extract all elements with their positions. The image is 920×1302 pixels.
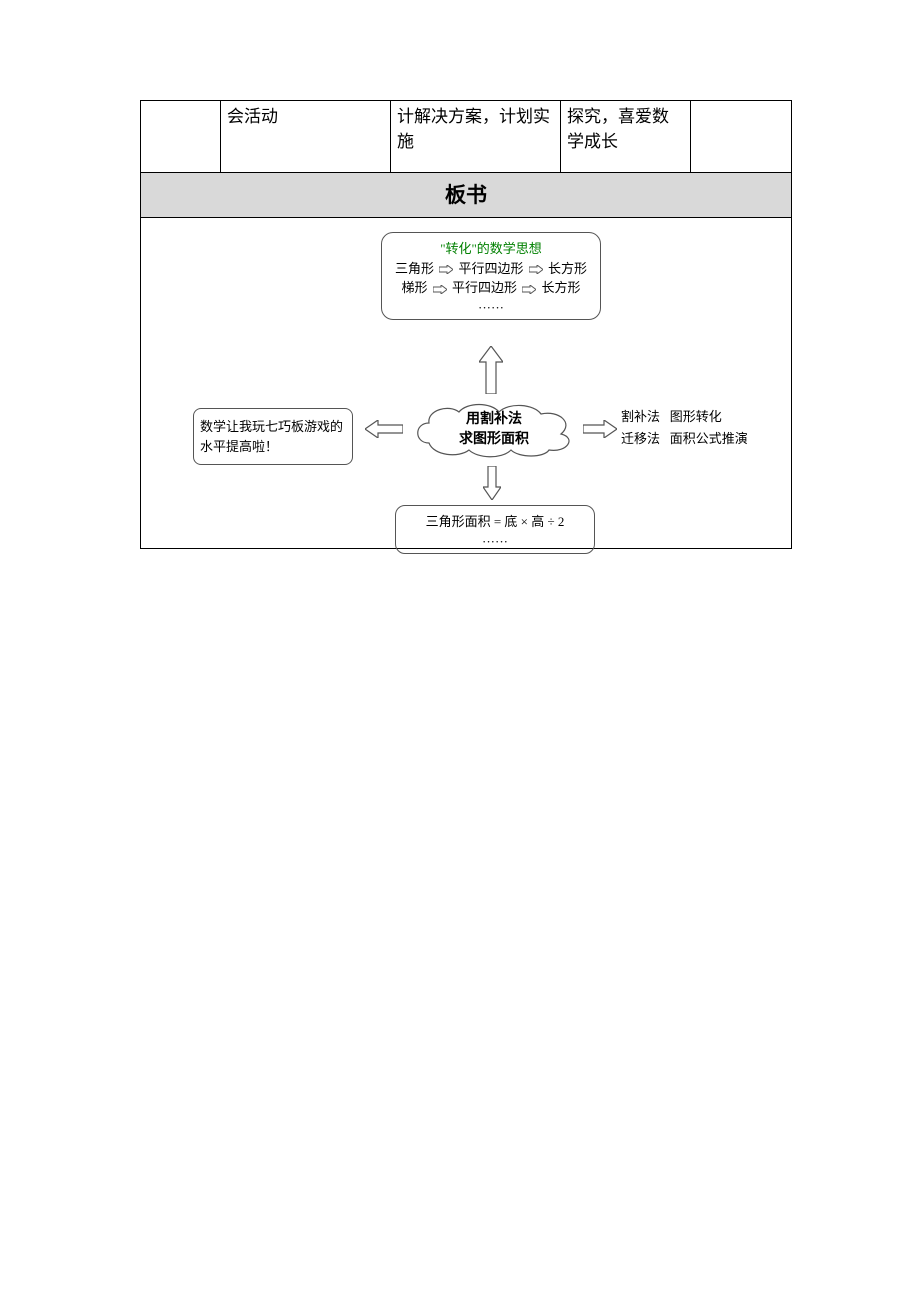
arrow-down-icon [483, 466, 501, 500]
method-item: 图形转化 [670, 409, 722, 424]
arrow-right-icon [529, 265, 543, 274]
method-item: 面积公式推演 [670, 431, 748, 446]
node-title: "转化"的数学思想 [386, 239, 596, 259]
node-formula: 三角形面积 = 底 × 高 ÷ 2 ······ [395, 505, 595, 554]
arrow-up-icon [479, 346, 503, 394]
arrow-left-icon [365, 420, 403, 438]
seq-item: 梯形 [401, 280, 427, 295]
formula-text: 三角形面积 = 底 × 高 ÷ 2 [400, 512, 590, 532]
seq-item: 长方形 [548, 261, 587, 276]
ellipsis: ······ [400, 532, 590, 552]
center-line2: 求图形面积 [409, 430, 579, 450]
seq-item: 平行四边形 [452, 280, 517, 295]
ellipsis: ······ [386, 298, 596, 318]
arrow-right-icon [433, 285, 447, 294]
board-diagram: "转化"的数学思想 三角形 平行四边形 长方形 梯形 平行四边形 长方形 ···… [141, 218, 791, 548]
node-center-cloud: 用割补法 求图形面积 [409, 398, 579, 458]
method-item: 割补法 [621, 409, 660, 424]
node-left-comment: 数学让我玩七巧板游戏的水平提高啦！ [193, 408, 353, 465]
node-seq1: 三角形 平行四边形 长方形 [386, 259, 596, 279]
table-cell: 探究，喜爱数学成长 [561, 101, 691, 172]
section-header: 板书 [141, 173, 791, 218]
node-right-methods: 割补法 图形转化 迁移法 面积公式推演 [621, 406, 781, 450]
center-line1: 用割补法 [409, 410, 579, 430]
node-transform-idea: "转化"的数学思想 三角形 平行四边形 长方形 梯形 平行四边形 长方形 ···… [381, 232, 601, 320]
seq-item: 平行四边形 [458, 261, 523, 276]
arrow-right-icon [583, 420, 617, 438]
arrow-right-icon [522, 285, 536, 294]
table-cell [141, 101, 221, 172]
document-container: 会活动 计解决方案，计划实施 探究，喜爱数学成长 板书 "转化"的数学思想 三角… [140, 100, 792, 549]
seq-item: 三角形 [395, 261, 434, 276]
table-cell [691, 101, 791, 172]
table-cell: 计解决方案，计划实施 [391, 101, 561, 172]
seq-item: 长方形 [542, 280, 581, 295]
table-row: 会活动 计解决方案，计划实施 探究，喜爱数学成长 [141, 101, 791, 173]
method-item: 迁移法 [621, 431, 660, 446]
node-seq2: 梯形 平行四边形 长方形 [386, 278, 596, 298]
arrow-right-icon [439, 265, 453, 274]
cloud-text: 用割补法 求图形面积 [409, 410, 579, 449]
table-cell: 会活动 [221, 101, 391, 172]
